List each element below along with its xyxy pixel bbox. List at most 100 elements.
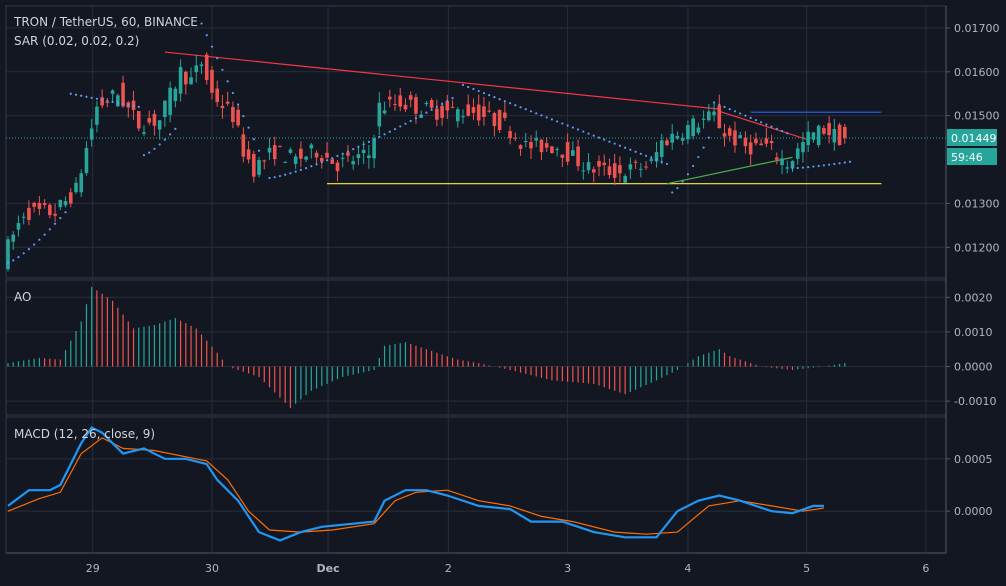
sar-dot — [399, 125, 402, 128]
candle-body — [471, 107, 476, 113]
sar-dot — [289, 172, 292, 175]
sar-dot — [681, 180, 684, 183]
candle-body — [743, 137, 748, 147]
candle-body — [733, 130, 737, 146]
time-tick-label: 29 — [86, 562, 100, 575]
sar-dot — [676, 186, 679, 190]
candle-body — [675, 135, 680, 139]
sar-dot — [671, 191, 674, 194]
candle-body — [665, 140, 669, 146]
sar-dot — [493, 96, 496, 99]
candle-body — [571, 150, 575, 156]
sar-legend[interactable]: SAR (0.02, 0.02, 0.2) — [14, 34, 139, 48]
candle-body — [424, 102, 429, 105]
sar-dot — [624, 146, 627, 149]
trendlines — [164, 51, 882, 185]
candle-body — [780, 158, 784, 166]
candle-body — [790, 161, 795, 168]
candle-body — [602, 162, 607, 166]
candle-body — [252, 154, 256, 177]
candle-body — [393, 103, 397, 105]
sar-dot — [519, 106, 522, 109]
candle-body — [450, 106, 455, 108]
sar-dot — [843, 161, 846, 164]
sar-dot — [535, 112, 538, 115]
candle-body — [257, 160, 261, 175]
candle-body — [523, 140, 528, 142]
candle-body — [199, 64, 204, 66]
candle-body — [644, 166, 648, 168]
candle-body — [204, 54, 209, 81]
candle-body — [110, 90, 115, 94]
candle-body — [623, 175, 627, 183]
candle-body — [503, 112, 507, 118]
candle-body — [487, 110, 491, 112]
sar-dot — [472, 87, 475, 91]
sar-dot — [48, 228, 51, 231]
candle-body — [210, 69, 214, 93]
candle-body — [555, 149, 559, 151]
sar-dot — [341, 152, 344, 155]
candle-body — [832, 128, 837, 143]
sar-dot — [242, 114, 245, 118]
sar-dot — [268, 176, 271, 180]
candle-body — [560, 154, 565, 158]
candle-body — [157, 120, 162, 130]
sar-dot — [540, 114, 543, 117]
sar-dot — [169, 133, 172, 136]
sar-dot — [101, 98, 104, 101]
countdown-badge — [947, 148, 997, 165]
candle-body — [492, 113, 497, 127]
sar-dot — [822, 164, 825, 167]
candle-body — [340, 157, 345, 159]
sar-dot — [733, 110, 737, 113]
candle-body — [482, 106, 486, 117]
candle-body — [105, 101, 110, 103]
ao-tick-label: 0.0020 — [954, 291, 993, 304]
sar-dot — [315, 163, 318, 166]
candle-body — [79, 173, 84, 193]
sar-dot — [59, 216, 62, 220]
sar-dot — [231, 91, 234, 95]
sar-dot — [712, 101, 716, 104]
sar-dot — [420, 114, 423, 117]
candle-body — [335, 162, 340, 172]
sar-dot — [6, 261, 10, 264]
ao-tick-label: 0.0010 — [954, 326, 993, 339]
sar-dot — [707, 136, 710, 139]
candle-body — [63, 201, 68, 206]
candle-body — [691, 118, 695, 137]
candle-body — [304, 156, 308, 160]
sar-dot — [237, 103, 240, 106]
candle-body — [769, 141, 774, 144]
candle-body — [597, 160, 601, 167]
sar-dot — [440, 102, 444, 106]
sar-dot — [529, 110, 533, 113]
sar-dot — [346, 150, 350, 153]
candle-body — [712, 111, 716, 116]
signal-line — [7, 437, 824, 535]
candle-body — [738, 135, 742, 139]
sar-dot — [69, 92, 72, 95]
candle-body — [649, 159, 654, 161]
sar-dot — [718, 103, 721, 106]
sar-dot — [660, 160, 663, 164]
axes: 29 30 Dec 2 3 4 5 6 0.01700 0.01600 0.01500 0.01300… — [86, 22, 1000, 575]
candle-body — [727, 128, 732, 136]
sar-dot — [17, 256, 20, 259]
candle-body — [278, 145, 282, 147]
sar-dot — [85, 95, 88, 98]
candle-body — [48, 204, 52, 216]
ao-legend[interactable]: AO — [14, 290, 31, 304]
candle-body — [189, 77, 193, 85]
macd-legend[interactable]: MACD (12, 26, close, 9) — [14, 427, 155, 441]
candle-body — [163, 100, 167, 118]
sar-dot — [812, 165, 815, 168]
candle-body — [754, 138, 758, 144]
sar-dot — [336, 154, 339, 158]
time-tick-label: 30 — [205, 562, 219, 575]
candle-body — [497, 110, 502, 131]
sar-dot — [576, 128, 580, 131]
sar-dot — [613, 142, 616, 145]
